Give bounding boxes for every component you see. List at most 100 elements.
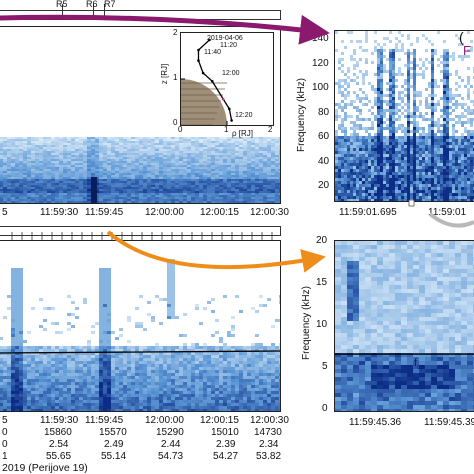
bl-cell	[55, 379, 59, 382]
tl-cell	[199, 195, 203, 197]
tl-cell	[219, 185, 223, 187]
tl-cell	[55, 179, 59, 181]
tl-cell	[251, 185, 255, 187]
bl-cell	[0, 355, 3, 358]
bl-cell	[75, 364, 79, 367]
tl-cell	[227, 185, 231, 187]
bl-cell	[91, 364, 95, 367]
tl-cell	[275, 189, 279, 191]
bl-cell	[79, 406, 83, 409]
tr-cell	[380, 103, 383, 106]
bl-cell	[111, 388, 115, 391]
bl-cell	[231, 409, 235, 411]
tl-cell	[267, 179, 271, 181]
tl-cell	[119, 161, 123, 163]
bl-cell	[111, 403, 115, 406]
bl-cell	[19, 313, 23, 316]
tr-cell	[443, 67, 446, 70]
bl-cell	[123, 373, 127, 376]
tl-cell	[43, 177, 47, 179]
tl-cell	[255, 201, 259, 203]
bl-cell	[235, 382, 239, 385]
tl-cell	[103, 157, 107, 159]
tl-cell	[87, 173, 91, 175]
tr-cell	[449, 55, 452, 58]
tr-cell	[377, 106, 380, 109]
tl-cell	[111, 181, 115, 183]
tl-cell	[0, 161, 3, 163]
tl-cell	[43, 179, 47, 181]
bl-cell	[35, 388, 39, 391]
tl-cell	[251, 145, 255, 147]
tl-cell	[151, 153, 155, 155]
tl-cell	[127, 195, 131, 197]
bl-cell	[31, 397, 35, 400]
tl-cell	[147, 153, 151, 155]
bl-cell	[175, 358, 179, 361]
tl-cell	[139, 153, 143, 155]
bl-cell	[7, 406, 11, 409]
bl-cell	[103, 376, 107, 379]
tl-cell	[143, 187, 147, 189]
tl-cell	[279, 145, 280, 147]
tl-cell	[239, 181, 243, 183]
tl-cell	[247, 181, 251, 183]
tr-cell	[347, 91, 350, 94]
tl-cell	[271, 149, 275, 151]
tr-cell	[407, 55, 410, 58]
tl-cell	[55, 145, 59, 147]
tl-cell	[107, 167, 111, 169]
tr-cell	[431, 43, 434, 46]
tl-cell	[143, 193, 147, 195]
tl-cell	[111, 147, 115, 149]
tl-cell	[259, 163, 263, 165]
tl-cell	[207, 179, 211, 181]
tr-cell	[350, 103, 353, 106]
tl-cell	[175, 169, 179, 171]
tr-cell	[410, 121, 413, 124]
tr-cell	[446, 121, 449, 124]
tl-cell	[111, 189, 115, 191]
tr-cell	[341, 58, 344, 61]
bl-cell	[59, 400, 63, 403]
tl-cell	[203, 165, 207, 167]
tl-cell	[35, 153, 39, 155]
tl-cell	[255, 171, 259, 173]
bl-cell	[31, 409, 35, 411]
bl-cell	[79, 388, 83, 391]
bl-cell	[107, 388, 111, 391]
tr-cell	[356, 76, 359, 79]
bl-cell	[207, 409, 211, 411]
bl-cell	[0, 367, 3, 370]
tl-cell	[139, 147, 143, 149]
bl-cell	[159, 361, 163, 364]
tl-cell	[263, 145, 267, 147]
tl-cell	[27, 155, 31, 157]
tl-cell	[147, 189, 151, 191]
bl-cell	[203, 364, 207, 367]
tr-cell	[470, 124, 473, 127]
tl-cell	[179, 189, 183, 191]
tl-cell	[195, 195, 199, 197]
tr-cell	[446, 61, 449, 64]
bl-cell	[35, 406, 39, 409]
bl-cell	[255, 367, 259, 370]
tl-cell	[219, 151, 223, 153]
bl-cell	[263, 409, 267, 411]
middle-segment-strip	[0, 226, 281, 240]
bl-cell	[27, 409, 31, 411]
tl-cell	[0, 185, 3, 187]
tl-cell	[235, 149, 239, 151]
tl-cell	[31, 185, 35, 187]
tl-cell	[219, 159, 223, 161]
bl-cell	[15, 388, 19, 391]
bl-cell	[139, 358, 143, 361]
bl-cell	[11, 394, 15, 397]
bl-cell	[167, 370, 171, 373]
bl-cell	[203, 307, 207, 310]
tl-cell	[67, 171, 71, 173]
bl-cell	[187, 391, 191, 394]
tl-cell	[51, 161, 55, 163]
tr-cell	[446, 85, 449, 88]
bl-cell	[155, 355, 159, 358]
